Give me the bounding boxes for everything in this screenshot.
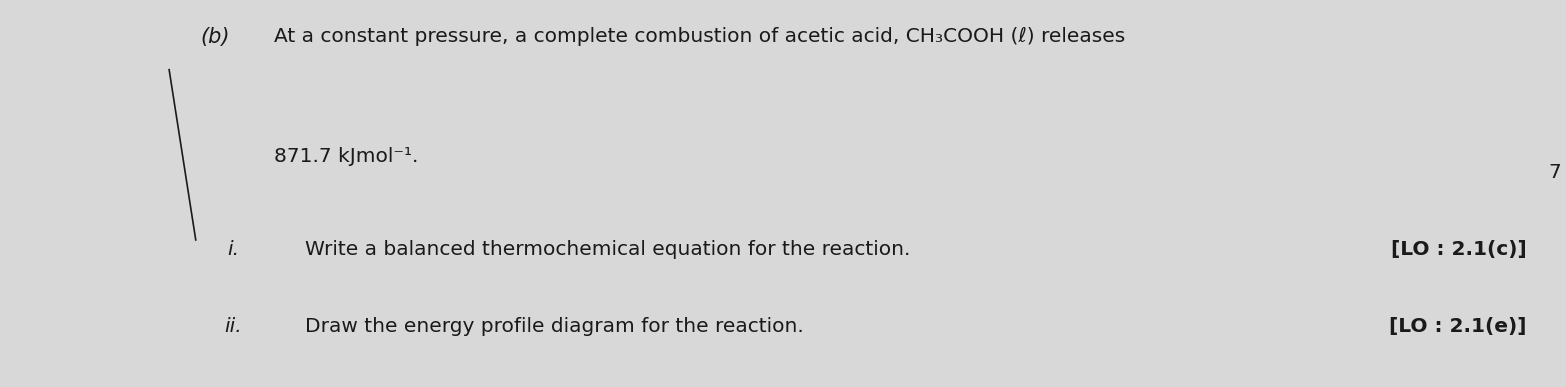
- Text: At a constant pressure, a complete combustion of acetic acid, CH₃COOH (ℓ) releas: At a constant pressure, a complete combu…: [274, 27, 1126, 46]
- Text: 7: 7: [1549, 163, 1561, 182]
- Text: i.: i.: [227, 240, 240, 259]
- Text: Write a balanced thermochemical equation for the reaction.: Write a balanced thermochemical equation…: [305, 240, 911, 259]
- Text: ii.: ii.: [224, 317, 241, 336]
- Text: (b): (b): [200, 27, 230, 47]
- Text: Draw the energy profile diagram for the reaction.: Draw the energy profile diagram for the …: [305, 317, 803, 336]
- Text: [LO : 2.1(c)]: [LO : 2.1(c)]: [1391, 240, 1527, 259]
- Text: [LO : 2.1(e)]: [LO : 2.1(e)]: [1389, 317, 1527, 336]
- Text: 871.7 kJmol⁻¹.: 871.7 kJmol⁻¹.: [274, 147, 418, 166]
